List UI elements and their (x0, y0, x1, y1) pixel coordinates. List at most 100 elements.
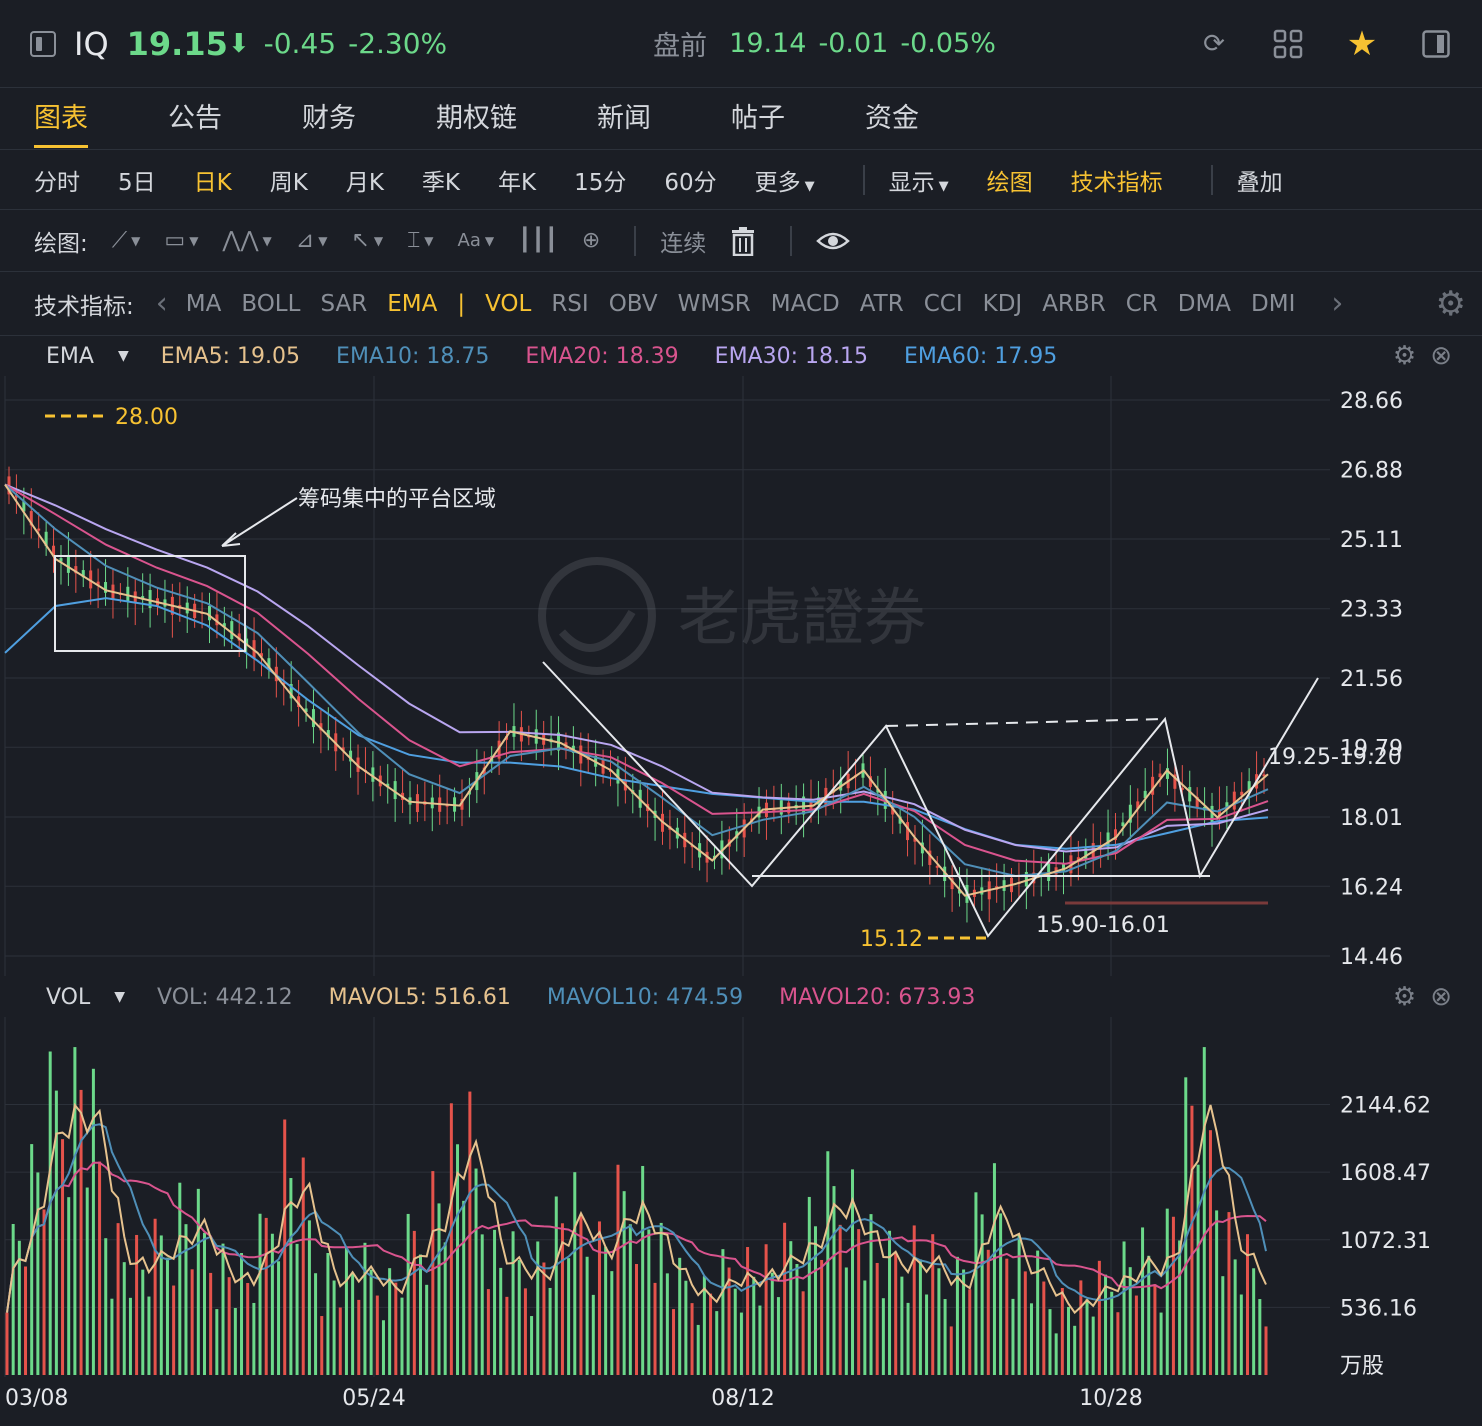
volume-bar (11, 1223, 15, 1375)
symbol: IQ (74, 24, 109, 63)
draw-toggle[interactable]: 绘图 (986, 169, 1033, 196)
text-tool[interactable]: Aa ▼ (458, 230, 495, 251)
grid-layout-icon[interactable] (1272, 28, 1304, 60)
overlay-button[interactable]: 叠加 (1236, 169, 1283, 196)
volume-bar (499, 1267, 503, 1375)
sidebar-toggle-icon[interactable] (30, 30, 56, 57)
period-yearly[interactable]: 年K (498, 169, 537, 196)
y-tick-label: 26.88 (1340, 459, 1403, 484)
volume-bar (715, 1311, 719, 1375)
indicator-obv[interactable]: OBV (608, 290, 658, 317)
arrow-tool[interactable]: ↖ ▼ (351, 228, 383, 253)
display-dropdown[interactable]: 显示 ▼ (889, 163, 949, 197)
indicator-dma[interactable]: DMA (1177, 290, 1232, 317)
close-circle-icon[interactable]: ⊗ (1430, 341, 1452, 371)
candle-body (943, 866, 947, 882)
y-tick-label: 23.33 (1340, 598, 1403, 623)
volume-bar (863, 1280, 867, 1375)
candle-body (876, 788, 880, 793)
volume-bar (807, 1196, 811, 1375)
close-circle-icon[interactable]: ⊗ (1430, 982, 1452, 1012)
period-60min[interactable]: 60分 (664, 169, 717, 196)
y-tick-label: 19.79 (1340, 736, 1403, 761)
indicator-atr[interactable]: ATR (859, 290, 904, 317)
candle-body (1247, 781, 1251, 792)
volume-bar (635, 1264, 638, 1375)
candle-body (245, 638, 249, 646)
gear-icon[interactable]: ⚙ (1392, 982, 1417, 1012)
volume-bar (468, 1091, 472, 1375)
indicator-vol[interactable]: VOL (485, 290, 532, 317)
indicator-dmi[interactable]: DMI (1251, 290, 1296, 317)
period-monthly[interactable]: 月K (345, 169, 384, 196)
candle-body (497, 740, 501, 759)
indicator-ma[interactable]: MA (185, 290, 222, 317)
indicator-cr[interactable]: CR (1125, 290, 1158, 317)
candle-body (29, 511, 33, 526)
tab-options[interactable]: 期权链 (436, 102, 517, 134)
divider (1210, 164, 1213, 195)
measure-tool[interactable]: ⌶ ▼ (407, 228, 433, 253)
zoom-tool[interactable]: ⊕ (582, 228, 600, 253)
period-daily[interactable]: 日K (193, 169, 232, 196)
trash-icon[interactable] (730, 226, 756, 256)
indicator-boll[interactable]: BOLL (241, 290, 301, 317)
caret-down-icon[interactable]: ▼ (114, 989, 126, 1005)
volume-bar (159, 1235, 163, 1375)
favorite-star-icon[interactable]: ★ (1346, 23, 1378, 64)
chevron-right-icon[interactable]: › (1331, 286, 1344, 321)
indicator-kdj[interactable]: KDJ (982, 290, 1023, 317)
indicator-arbr[interactable]: ARBR (1042, 290, 1106, 317)
period-5day[interactable]: 5日 (118, 169, 156, 196)
indicator-ema[interactable]: EMA (387, 290, 438, 317)
tab-capital[interactable]: 资金 (865, 102, 919, 134)
refresh-icon[interactable]: ⟳ (1203, 28, 1225, 59)
continuous-toggle[interactable]: 连续 (660, 230, 707, 257)
tab-posts[interactable]: 帖子 (731, 102, 785, 134)
volume-bar (591, 1294, 595, 1375)
fibonacci-tool[interactable]: ⊿ ▼ (296, 228, 328, 253)
candle-body (37, 528, 41, 531)
trend-line-tool[interactable]: ⟋ ▼ (112, 228, 141, 253)
period-quarterly[interactable]: 季K (421, 169, 461, 196)
volume-bar (1042, 1281, 1046, 1375)
rectangle-tool[interactable]: ▭ ▼ (164, 228, 198, 253)
gear-icon[interactable]: ⚙ (1435, 283, 1466, 324)
volume-bar (42, 1209, 46, 1375)
mavol10-value: MAVOL10: 474.59 (546, 984, 744, 1010)
indicator-wmsr[interactable]: WMSR (677, 290, 751, 317)
pattern-tool[interactable]: ⋀⋀ ▼ (222, 228, 271, 253)
candle-body (1061, 864, 1065, 872)
indicator-sar[interactable]: SAR (320, 290, 368, 317)
indicator-cci[interactable]: CCI (923, 290, 963, 317)
gear-icon[interactable]: ⚙ (1392, 341, 1417, 371)
period-weekly[interactable]: 周K (269, 169, 308, 196)
chevron-left-icon[interactable]: ‹ (155, 286, 168, 321)
low-mark-label: 15.12 (860, 927, 923, 952)
eye-icon[interactable] (816, 230, 851, 252)
period-intraday[interactable]: 分时 (34, 169, 80, 196)
volume-chart[interactable]: 2144.62 1608.47 1072.31 536.16 万股 03/08 05/24… (0, 1017, 1482, 1426)
tab-chart[interactable]: 图表 (34, 88, 88, 150)
candle-body (1158, 773, 1162, 778)
volume-bar (79, 1089, 83, 1375)
panel-toggle-icon[interactable] (1420, 28, 1452, 60)
indicators-toggle[interactable]: 技术指标 (1070, 169, 1163, 196)
volume-bar (536, 1241, 540, 1375)
price-chart[interactable]: 老虎證券 28.66 26.88 25.11 23.33 21.56 19.79 18.01… (0, 376, 1482, 976)
caret-down-icon[interactable]: ▼ (117, 348, 129, 364)
volume-bar (184, 1224, 188, 1375)
candle-body (1217, 809, 1221, 817)
volume-bar (1171, 1216, 1175, 1375)
indicator-rsi[interactable]: RSI (551, 290, 589, 317)
tab-financials[interactable]: 财务 (302, 102, 356, 134)
vol-selector[interactable]: VOL (46, 984, 91, 1010)
period-15min[interactable]: 15分 (574, 169, 627, 196)
candle-tool[interactable]: ┃┃┃ (518, 228, 558, 253)
indicator-macd[interactable]: MACD (770, 290, 840, 317)
tab-announcements[interactable]: 公告 (168, 102, 222, 134)
volume-bar (838, 1224, 842, 1375)
tab-news[interactable]: 新闻 (597, 102, 651, 134)
period-more-dropdown[interactable]: 更多 ▼ (755, 163, 815, 197)
ema-selector[interactable]: EMA (46, 343, 94, 369)
